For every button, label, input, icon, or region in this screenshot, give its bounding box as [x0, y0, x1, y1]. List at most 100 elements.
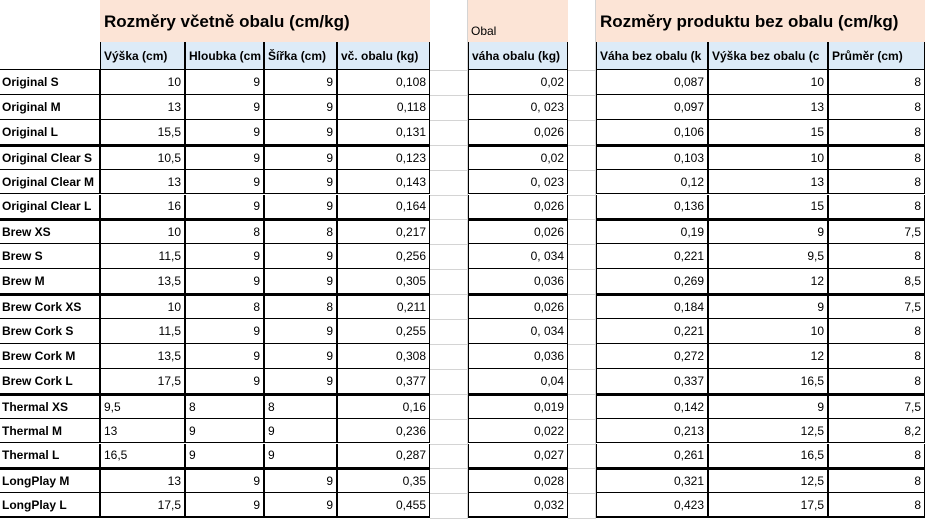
cell: 9	[708, 219, 828, 245]
gridline	[430, 94, 468, 96]
cell: 9	[185, 144, 264, 170]
cell: 0,337	[596, 368, 708, 394]
cell: 0,16	[337, 393, 430, 419]
cell: 12,5	[708, 418, 828, 444]
cell: 12,5	[708, 468, 828, 494]
cell: 12	[708, 343, 828, 369]
gridline	[568, 343, 596, 345]
row-label: Original M	[0, 94, 100, 120]
gridline	[568, 94, 596, 96]
row-label: Brew S	[0, 244, 100, 270]
cell: 10	[100, 294, 185, 319]
cell: 8	[828, 119, 925, 145]
gridline	[568, 294, 596, 296]
cell: 0,305	[337, 269, 430, 295]
cell: 0,118	[337, 94, 430, 120]
row-label: LongPlay L	[0, 493, 100, 519]
cell: 13	[708, 94, 828, 120]
cell: 10	[100, 70, 185, 95]
cell: 8	[185, 219, 264, 245]
cell: 0,027	[468, 443, 568, 469]
row-label: Thermal M	[0, 418, 100, 444]
gridline	[430, 393, 468, 395]
cell: 8	[264, 219, 337, 245]
cell: 15	[708, 194, 828, 220]
cell: 9,5	[100, 393, 185, 419]
cell: 9	[185, 343, 264, 369]
gridline	[568, 219, 596, 221]
cell: 9	[264, 244, 337, 270]
gridline	[568, 368, 596, 370]
cell: 0,136	[596, 194, 708, 220]
cell: 0,269	[596, 269, 708, 295]
cell: 9	[185, 194, 264, 220]
gridline	[568, 468, 596, 470]
gridline	[430, 194, 468, 196]
cell: 0, 034	[468, 319, 568, 344]
cell: 8	[828, 144, 925, 170]
column-header: váha obalu (kg)	[468, 42, 568, 70]
cell: 9	[264, 368, 337, 394]
cell: 0,211	[337, 294, 430, 319]
column-header: Šířka (cm)	[264, 42, 337, 70]
gridline	[568, 169, 596, 171]
cell: 12	[708, 269, 828, 295]
column-header: vč. obalu (kg)	[337, 42, 430, 70]
cell: 0, 023	[468, 94, 568, 120]
row-label: Original S	[0, 70, 100, 95]
cell: 0,236	[337, 418, 430, 444]
cell: 0,256	[337, 244, 430, 270]
cell: 17,5	[100, 493, 185, 519]
cell: 7,5	[828, 393, 925, 419]
row-label: LongPlay M	[0, 468, 100, 494]
cell: 0,019	[468, 393, 568, 419]
row-label: Brew XS	[0, 219, 100, 245]
cell: 9	[264, 144, 337, 170]
cell: 0,35	[337, 468, 430, 494]
gridline	[430, 343, 468, 345]
cell: 0,103	[596, 144, 708, 170]
cell: 8	[828, 493, 925, 519]
cell: 9	[264, 343, 337, 369]
cell: 9	[264, 468, 337, 494]
cell: 9	[264, 493, 337, 519]
cell: 0,106	[596, 119, 708, 145]
gridline	[568, 443, 596, 445]
row-label: Thermal XS	[0, 393, 100, 419]
cell: 9	[185, 418, 264, 444]
cell: 10	[708, 319, 828, 344]
cell: 13	[100, 169, 185, 195]
cell: 0,143	[337, 169, 430, 195]
gridline	[568, 119, 596, 121]
gridline	[430, 294, 468, 296]
cell: 9	[264, 319, 337, 344]
cell: 0, 023	[468, 169, 568, 195]
cell: 0,455	[337, 493, 430, 519]
gridline	[568, 244, 596, 246]
cell: 13,5	[100, 343, 185, 369]
cell: 0,213	[596, 418, 708, 444]
cell: 10	[708, 70, 828, 95]
cell: 0, 034	[468, 244, 568, 270]
gap-column	[430, 0, 468, 518]
cell: 8	[828, 244, 925, 270]
cell: 13,5	[100, 269, 185, 295]
row-label: Original Clear M	[0, 169, 100, 195]
row-label: Brew Cork L	[0, 368, 100, 394]
column-header: Výška bez obalu (c	[708, 42, 828, 70]
cell: 8,2	[828, 418, 925, 444]
cell: 10	[100, 219, 185, 245]
cell: 9	[185, 70, 264, 95]
row-label: Original Clear L	[0, 194, 100, 220]
row-label: Brew Cork S	[0, 319, 100, 344]
cell: 17,5	[708, 493, 828, 519]
cell: 9	[185, 119, 264, 145]
gridline	[568, 194, 596, 196]
row-label: Thermal L	[0, 443, 100, 469]
cell: 9	[264, 70, 337, 95]
cell: 9	[185, 368, 264, 394]
cell: 0,255	[337, 319, 430, 344]
cell: 9	[185, 94, 264, 120]
cell: 7,5	[828, 294, 925, 319]
cell: 16	[100, 194, 185, 220]
